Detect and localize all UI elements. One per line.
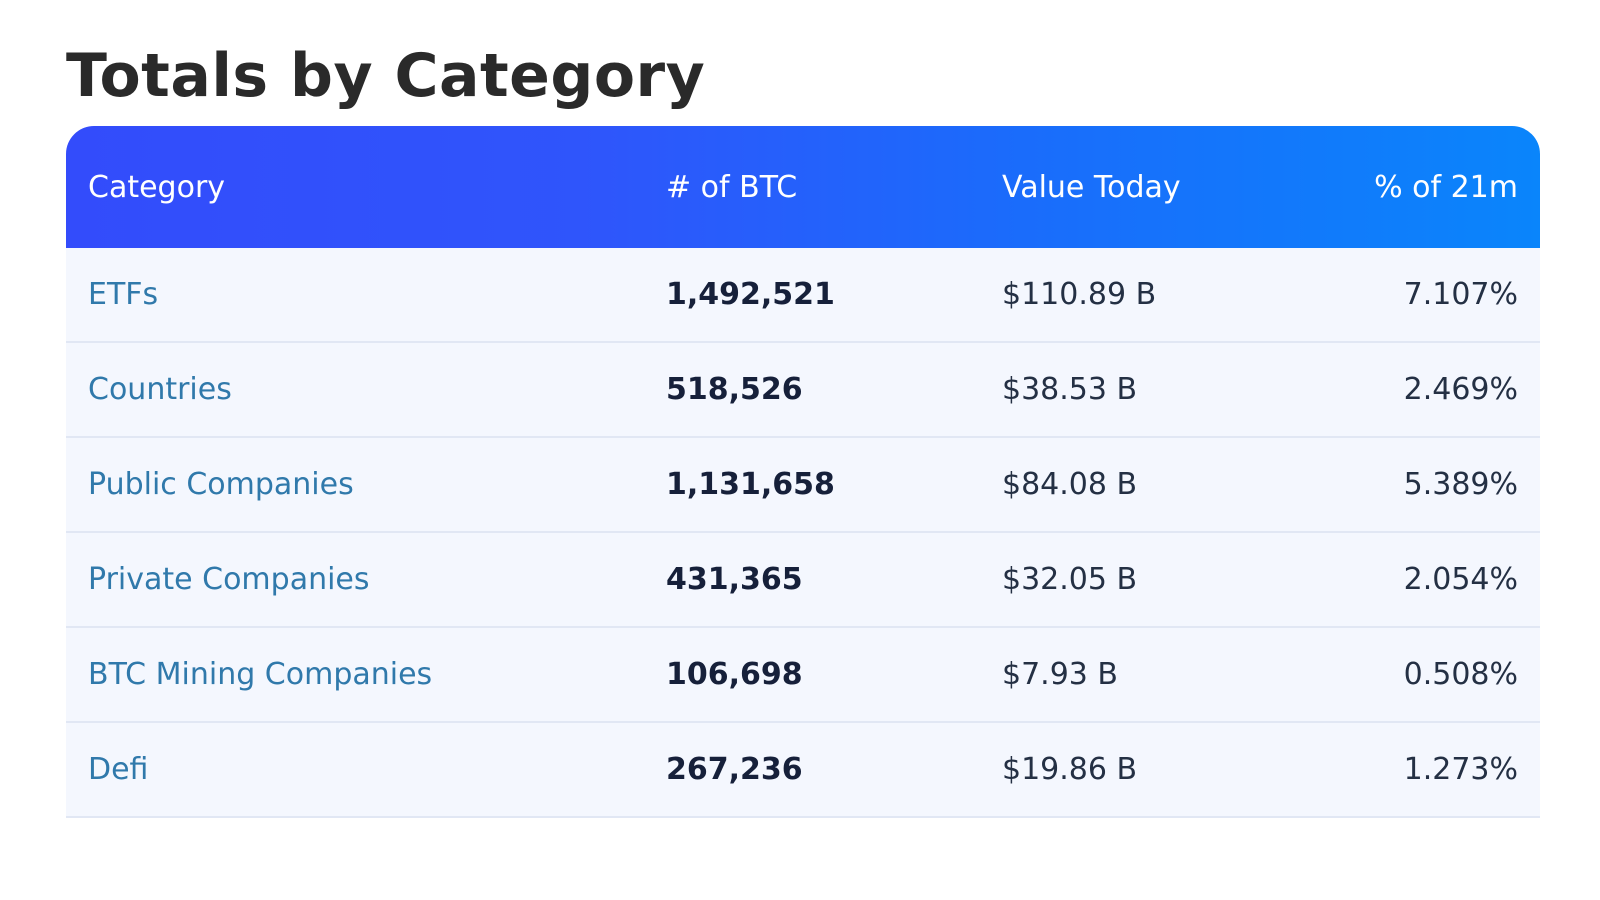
percent-of-21m: 7.107% xyxy=(1403,277,1518,312)
totals-table: Category # of BTC Value Today % of 21m E… xyxy=(66,126,1540,818)
btc-amount: 431,365 xyxy=(666,562,803,597)
category-link-btc-mining-companies[interactable]: BTC Mining Companies xyxy=(88,657,433,692)
btc-amount: 267,236 xyxy=(666,752,803,787)
category-link-private-companies[interactable]: Private Companies xyxy=(88,562,370,597)
category-link-defi[interactable]: Defi xyxy=(88,752,149,787)
category-link-public-companies[interactable]: Public Companies xyxy=(88,467,354,502)
value-today: $38.53 B xyxy=(1002,372,1138,407)
percent-of-21m: 5.389% xyxy=(1403,467,1518,502)
table-row: Public Companies 1,131,658 $84.08 B 5.38… xyxy=(66,438,1540,533)
table-row: Countries 518,526 $38.53 B 2.469% xyxy=(66,343,1540,438)
btc-amount: 106,698 xyxy=(666,657,803,692)
percent-of-21m: 0.508% xyxy=(1403,657,1518,692)
value-today: $84.08 B xyxy=(1002,467,1138,502)
table-row: Private Companies 431,365 $32.05 B 2.054… xyxy=(66,533,1540,628)
table-row: ETFs 1,492,521 $110.89 B 7.107% xyxy=(66,248,1540,343)
percent-of-21m: 2.054% xyxy=(1403,562,1518,597)
value-today: $110.89 B xyxy=(1002,277,1157,312)
btc-amount: 1,131,658 xyxy=(666,467,835,502)
page-title: Totals by Category xyxy=(66,41,706,111)
table-row: BTC Mining Companies 106,698 $7.93 B 0.5… xyxy=(66,628,1540,723)
category-link-etfs[interactable]: ETFs xyxy=(88,277,159,312)
category-link-countries[interactable]: Countries xyxy=(88,372,232,407)
value-today: $7.93 B xyxy=(1002,657,1119,692)
table-row: Defi 267,236 $19.86 B 1.273% xyxy=(66,723,1540,818)
percent-of-21m: 2.469% xyxy=(1403,372,1518,407)
header-value: Value Today xyxy=(1002,169,1181,205)
value-today: $19.86 B xyxy=(1002,752,1138,787)
header-percent: % of 21m xyxy=(1374,169,1518,205)
btc-amount: 518,526 xyxy=(666,372,803,407)
percent-of-21m: 1.273% xyxy=(1403,752,1518,787)
btc-amount: 1,492,521 xyxy=(666,277,835,312)
table-header: Category # of BTC Value Today % of 21m xyxy=(66,126,1540,248)
value-today: $32.05 B xyxy=(1002,562,1138,597)
header-category: Category xyxy=(88,169,226,205)
header-btc: # of BTC xyxy=(666,169,798,205)
